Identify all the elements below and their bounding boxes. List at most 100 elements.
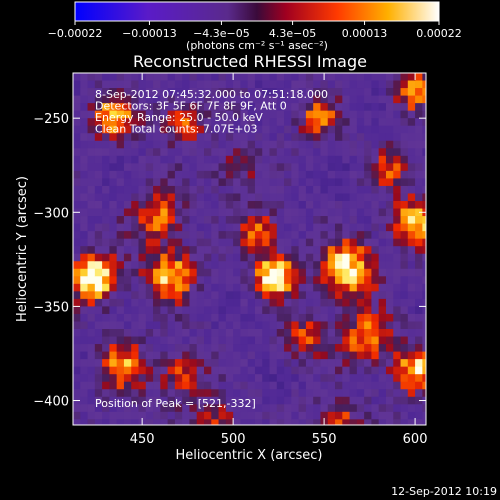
heatmap-cell [233,95,241,104]
heatmap-cell [204,80,212,89]
heatmap-cell [174,110,183,119]
heatmap-cell [225,163,234,172]
heatmap-cell [145,223,154,232]
heatmap-cell [385,253,394,262]
heatmap-cell [167,73,176,81]
heatmap-cell [153,329,161,337]
heatmap-cell [145,366,154,375]
heatmap-cell [422,276,426,285]
heatmap-cell [378,178,387,187]
heatmap-cell [240,246,249,255]
heatmap-cell [131,268,139,277]
heatmap-cell [240,178,249,187]
heatmap-cell [313,208,321,217]
heatmap-cell [247,306,256,315]
heatmap-cell [371,170,380,179]
colorbar-tick-label: 4.3e−05 [269,27,316,40]
heatmap-cell [174,185,183,194]
heatmap-cell [342,374,350,383]
heatmap-cell [284,103,292,112]
heatmap-cell [320,321,329,330]
heatmap-cell [167,389,176,398]
heatmap-cell [80,291,88,300]
heatmap-cell [393,268,401,277]
heatmap-cell [327,118,336,127]
heatmap-cell [284,95,292,104]
heatmap-cell [371,381,380,390]
heatmap-cell [218,95,227,104]
heatmap-cell [335,351,343,360]
heatmap-cell [415,306,423,315]
heatmap-cell [160,125,169,134]
heatmap-cell [247,419,256,425]
heatmap-cell [400,185,409,194]
heatmap-cell [80,374,88,383]
heatmap-cell [400,381,409,390]
heatmap-cell [320,110,329,119]
heatmap-cell [109,223,118,232]
heatmap-cell [80,201,88,209]
heatmap-cell [87,291,96,300]
heatmap-cell [335,283,343,292]
heatmap-cell [189,238,198,247]
heatmap-cell [167,411,176,420]
heatmap-cell [335,344,343,352]
heatmap-cell [364,73,372,81]
heatmap-cell [407,246,416,255]
heatmap-cell [393,170,401,179]
heatmap-cell [174,170,183,179]
heatmap-cell [189,351,198,360]
heatmap-cell [313,223,321,232]
heatmap-cell [393,253,401,262]
heatmap-cell [262,253,270,262]
heatmap-cell [109,351,118,360]
heatmap-cell [254,231,263,240]
heatmap-cell [400,283,409,292]
heatmap-cell [247,366,256,375]
heatmap-cell [196,389,205,398]
heatmap-cell [254,178,263,187]
heatmap-cell [123,95,132,104]
heatmap-cell [233,201,241,209]
heatmap-cell [87,336,96,345]
heatmap-cell [422,238,426,247]
heatmap-cell [145,178,154,187]
heatmap-cell [269,336,278,345]
heatmap-cell [385,80,394,89]
heatmap-cell [123,366,132,375]
heatmap-cell [320,336,329,345]
heatmap-cell [335,276,343,285]
heatmap-cell [204,125,212,134]
heatmap-cell [364,95,372,104]
heatmap-cell [189,283,198,292]
heatmap-cell [87,366,96,375]
heatmap-cell [167,276,176,285]
heatmap-cell [87,103,96,112]
heatmap-cell [269,231,278,240]
heatmap-cell [131,125,139,134]
heatmap-cell [393,366,401,375]
heatmap-cell [138,374,147,383]
heatmap-cell [204,313,212,322]
heatmap-cell [400,359,409,368]
heatmap-cell [335,140,343,149]
heatmap-cell [284,73,292,81]
heatmap-cell [218,193,227,202]
heatmap-cell [174,133,183,142]
heatmap-cell [102,95,110,104]
heatmap-cell [196,95,205,104]
heatmap-cell [189,329,198,337]
heatmap-cell [385,419,394,425]
heatmap-cell [276,253,285,262]
heatmap-cell [138,306,147,315]
heatmap-cell [196,404,205,413]
heatmap-cell [407,185,416,194]
heatmap-cell [371,125,380,134]
heatmap-cell [298,298,307,307]
heatmap-cell [233,396,241,405]
heatmap-cell [298,95,307,104]
heatmap-cell [218,246,227,255]
heatmap-cell [385,193,394,202]
heatmap-cell [342,276,350,285]
heatmap-cell [269,163,278,172]
